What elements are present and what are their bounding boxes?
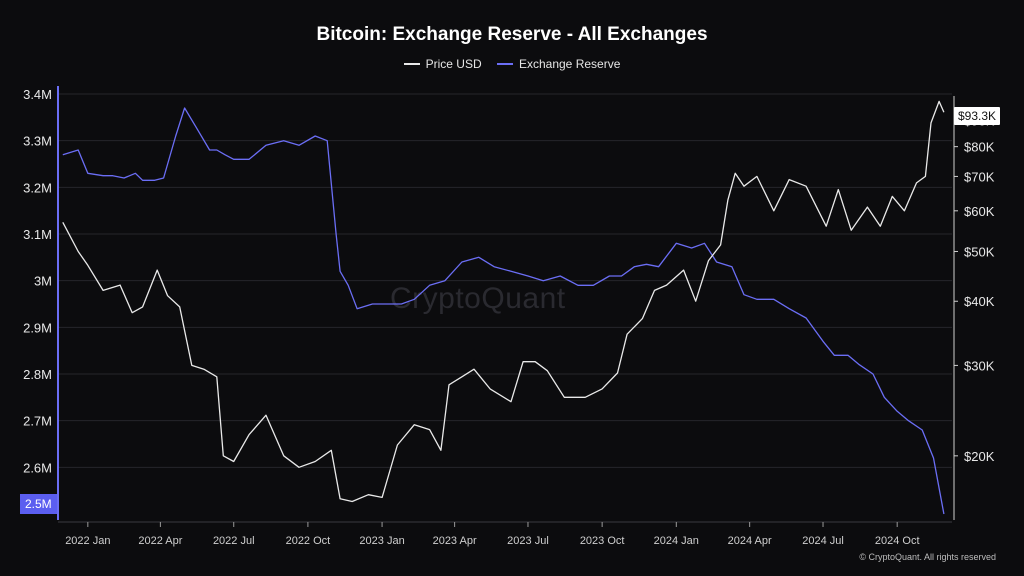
legend: Price USD Exchange Reserve — [0, 54, 1024, 71]
y-left-tick-label: 3M — [34, 274, 52, 289]
legend-swatch-price — [403, 63, 420, 65]
legend-item-reserve[interactable]: Exchange Reserve — [496, 57, 621, 71]
watermark: CryptoQuant — [390, 282, 566, 315]
y-left-tick-label: 2.6M — [23, 460, 52, 475]
x-tick-label: 2023 Apr — [433, 535, 477, 547]
x-tick-label: 2024 Apr — [728, 535, 772, 547]
legend-swatch-reserve — [496, 63, 513, 65]
y-left-tick-label: 3.2M — [23, 180, 52, 195]
y-right-tick-label: $60K — [964, 204, 995, 219]
chart-title: Bitcoin: Exchange Reserve - All Exchange… — [316, 24, 708, 45]
legend-label-reserve: Exchange Reserve — [518, 57, 621, 71]
y-left-tick-label: 3.4M — [23, 87, 52, 102]
y-right-tick-label: $30K — [964, 358, 995, 373]
y-right-tick-label: $20K — [964, 449, 995, 464]
legend-label-price: Price USD — [425, 57, 482, 71]
x-tick-label: 2023 Jul — [507, 535, 549, 547]
y-left-tick-label: 3.3M — [23, 134, 52, 149]
x-tick-label: 2022 Jan — [65, 535, 110, 547]
y-right-tick-label: $50K — [964, 244, 995, 259]
y-left-tick-label: 2.9M — [23, 320, 52, 335]
y-left-tick-label: 2.7M — [23, 414, 52, 429]
x-tick-label: 2024 Oct — [875, 535, 920, 547]
y-left-tick-label: 3.1M — [23, 227, 52, 242]
current-reserve-badge: 2.5M — [20, 494, 57, 514]
y-left-tick-label: 2.8M — [23, 367, 52, 382]
current-price-badge: $93.3K — [954, 107, 1001, 125]
y-right-tick-label: $40K — [964, 294, 995, 309]
x-tick-label: 2023 Oct — [580, 535, 625, 547]
y-right-tick-label: $70K — [964, 169, 995, 184]
x-tick-label: 2024 Jul — [802, 535, 844, 547]
y-right-tick-label: $80K — [964, 140, 995, 155]
legend-item-price[interactable]: Price USD — [403, 57, 482, 71]
x-tick-label: 2022 Jul — [213, 535, 255, 547]
series-price-usd — [62, 100, 945, 503]
x-tick-label: 2023 Jan — [359, 535, 404, 547]
x-tick-label: 2024 Jan — [654, 535, 699, 547]
series-exchange-reserve — [62, 107, 945, 515]
x-tick-label: 2022 Apr — [138, 535, 182, 547]
copyright-notice: © CryptoQuant. All rights reserved — [859, 552, 996, 562]
x-tick-label: 2022 Oct — [286, 535, 331, 547]
